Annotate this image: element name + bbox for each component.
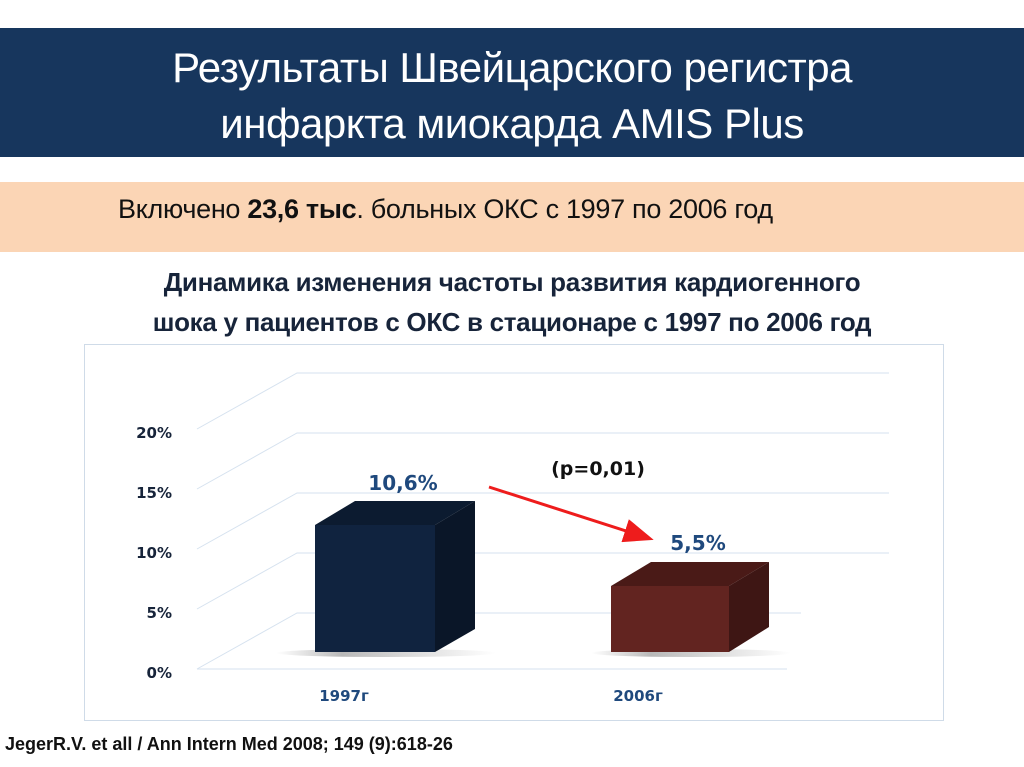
gridlines	[196, 372, 889, 670]
value-labels: 10,6% 5,5%	[368, 471, 725, 555]
info-count: 23,6 тыс	[247, 194, 357, 224]
bar-chart: 0% 5% 10% 15% 20% 10,6% 5,5% (p=0,01) 19…	[136, 372, 889, 705]
x-label-1997: 1997г	[319, 687, 369, 705]
slide-title-line-1: Результаты Швейцарского регистра	[172, 44, 852, 91]
chart-title-line-1: Динамика изменения частоты развития кард…	[163, 267, 861, 297]
info-prefix: Включено	[118, 194, 248, 224]
chart-container: 0% 5% 10% 15% 20% 10,6% 5,5% (p=0,01) 19…	[84, 344, 944, 721]
y-axis-labels: 0% 5% 10% 15% 20%	[136, 424, 172, 682]
chart-title-line-2: шока у пациентов с ОКС в стационаре с 19…	[152, 307, 872, 337]
p-value-annotation: (p=0,01)	[551, 458, 645, 480]
y-tick-5: 5%	[147, 604, 172, 622]
y-tick-20: 20%	[136, 424, 172, 442]
slide-title-line-2: инфаркта миокарда AMIS Plus	[220, 100, 804, 147]
bar-2006	[591, 562, 791, 657]
info-text: Включено 23,6 тыс. больных ОКС с 1997 по…	[118, 194, 773, 225]
chart-title: Динамика изменения частоты развития кард…	[0, 262, 1024, 342]
citation: JegerR.V. et all / Ann Intern Med 2008; …	[5, 734, 453, 754]
x-label-2006: 2006г	[613, 687, 663, 705]
decrease-arrow-icon	[488, 485, 654, 543]
value-label-1997: 10,6%	[368, 471, 437, 495]
y-tick-0: 0%	[147, 664, 172, 682]
y-tick-10: 10%	[136, 544, 172, 562]
title-banner: Результаты Швейцарского регистра инфаркт…	[0, 28, 1024, 157]
value-label-2006: 5,5%	[670, 531, 725, 555]
x-axis-labels: 1997г 2006г	[319, 687, 663, 705]
info-suffix: . больных ОКС с 1997 по 2006 год	[356, 194, 773, 224]
info-banner: Включено 23,6 тыс. больных ОКС с 1997 по…	[0, 182, 1024, 252]
bar-1997	[276, 501, 496, 657]
y-tick-15: 15%	[136, 484, 172, 502]
